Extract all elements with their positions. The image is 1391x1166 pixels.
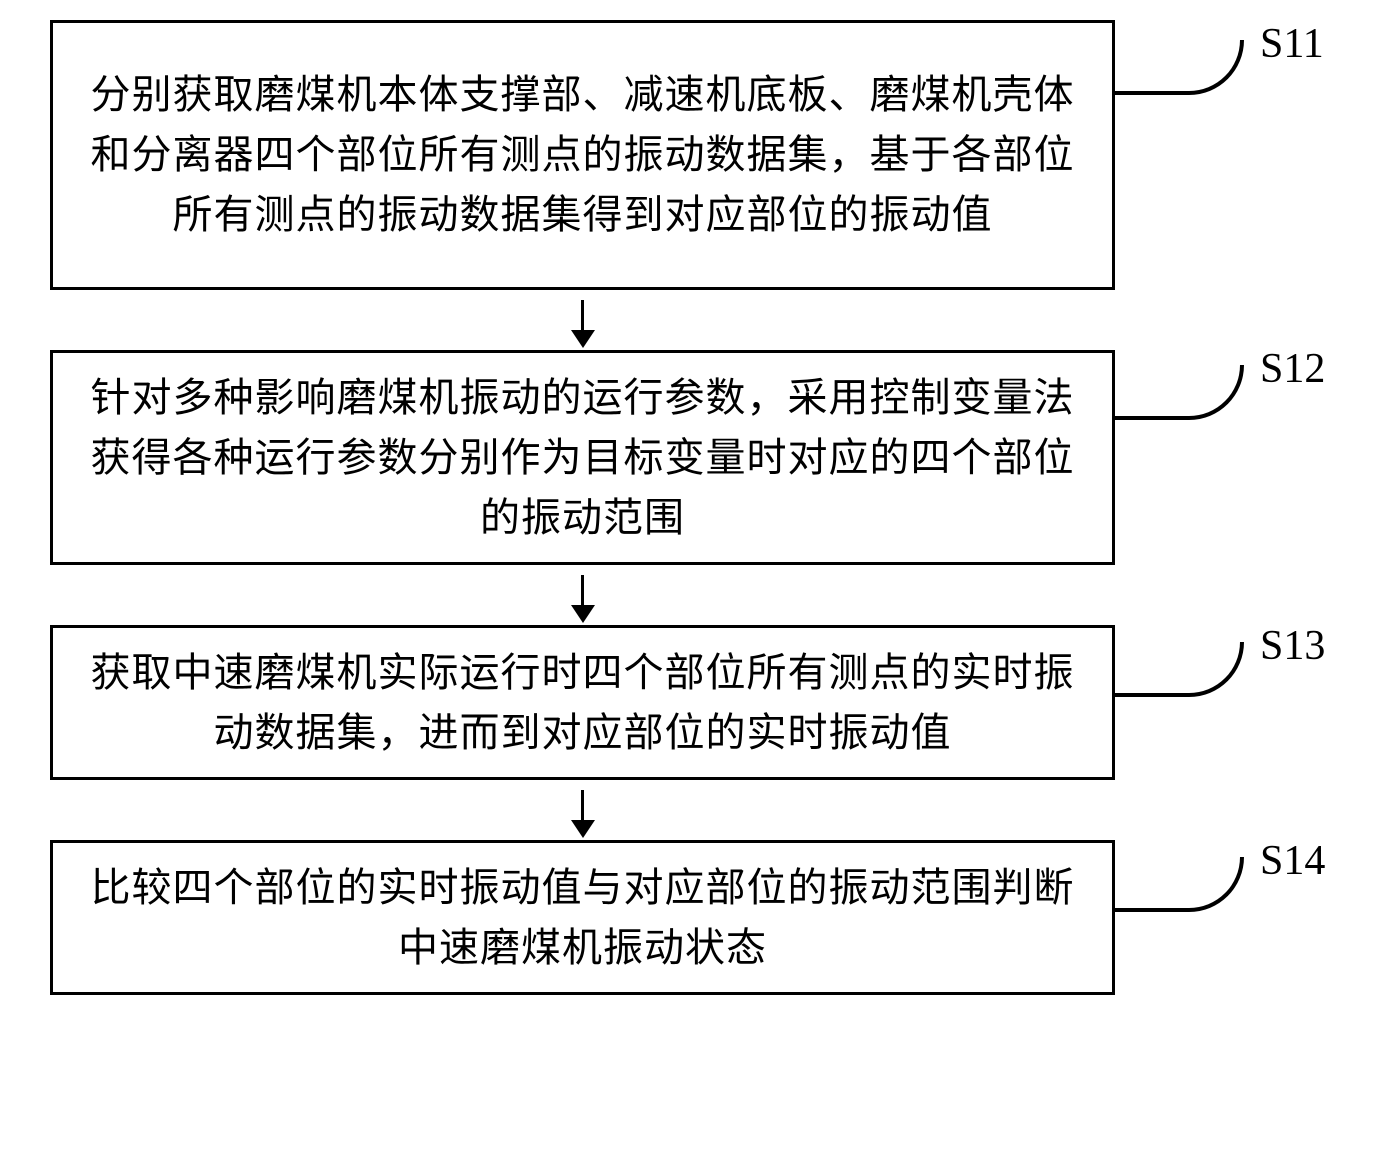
arrow-3 [50,780,1115,840]
flow-text-s14: 比较四个部位的实时振动值与对应部位的振动范围判断中速磨煤机振动状态 [83,858,1082,978]
arrow-2 [50,565,1115,625]
arrow-1 [50,290,1115,350]
flow-box-s14: 比较四个部位的实时振动值与对应部位的振动范围判断中速磨煤机振动状态 [50,840,1115,995]
arrow-wrap-1 [581,300,584,340]
flow-box-s13: 获取中速磨煤机实际运行时四个部位所有测点的实时振动数据集，进而到对应部位的实时振… [50,625,1115,780]
connector-s11 [1114,40,1244,95]
arrow-head-3 [571,820,595,838]
flowchart-container: 分别获取磨煤机本体支撑部、减速机底板、磨煤机壳体和分离器四个部位所有测点的振动数… [50,20,1340,995]
flow-text-s12: 针对多种影响磨煤机振动的运行参数，采用控制变量法获得各种运行参数分别作为目标变量… [83,368,1082,548]
connector-s13 [1114,642,1244,697]
arrow-wrap-3 [581,790,584,830]
connector-s12 [1114,365,1244,420]
label-s13: S13 [1260,622,1325,670]
label-s12: S12 [1260,345,1325,393]
flow-text-s13: 获取中速磨煤机实际运行时四个部位所有测点的实时振动数据集，进而到对应部位的实时振… [83,643,1082,763]
label-s11: S11 [1260,20,1324,68]
label-s14: S14 [1260,837,1325,885]
flow-box-s12: 针对多种影响磨煤机振动的运行参数，采用控制变量法获得各种运行参数分别作为目标变量… [50,350,1115,565]
arrow-head-1 [571,330,595,348]
arrow-head-2 [571,605,595,623]
flow-text-s11: 分别获取磨煤机本体支撑部、减速机底板、磨煤机壳体和分离器四个部位所有测点的振动数… [83,65,1082,245]
arrow-wrap-2 [581,575,584,615]
flow-box-s11: 分别获取磨煤机本体支撑部、减速机底板、磨煤机壳体和分离器四个部位所有测点的振动数… [50,20,1115,290]
connector-s14 [1114,857,1244,912]
